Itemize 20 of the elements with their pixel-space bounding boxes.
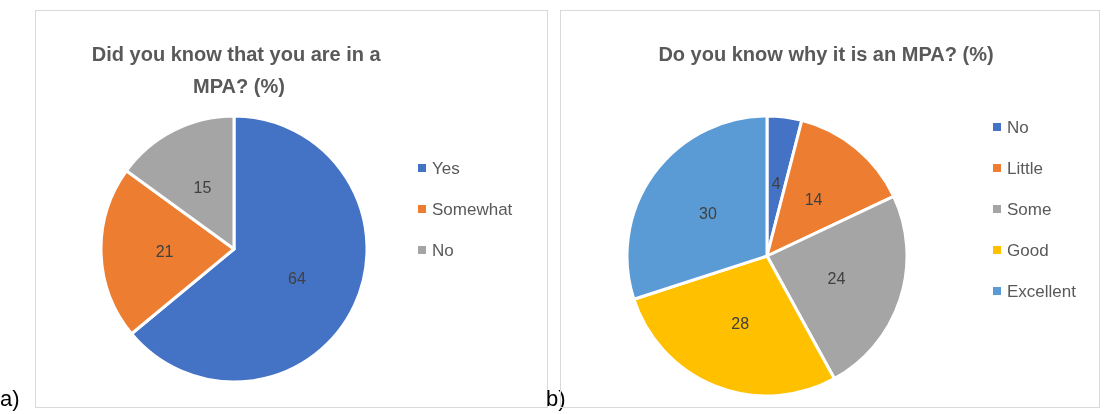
- data-label: 4: [771, 175, 781, 193]
- legend-label: Somewhat: [432, 199, 513, 219]
- legend-label: Yes: [432, 158, 460, 178]
- data-label: 21: [155, 242, 174, 260]
- text: b): [546, 386, 566, 412]
- data-label: 30: [699, 204, 717, 222]
- chart-title: Do you know why it is an MPA? (%): [658, 43, 994, 65]
- text: a): [0, 386, 20, 412]
- data-label: 28: [731, 315, 750, 333]
- legend-label: Little: [1007, 158, 1043, 178]
- chart-title: Did you know that you are in a MPA? (%): [91, 43, 387, 97]
- data-label: 24: [827, 270, 846, 288]
- legend-label: Good: [1007, 240, 1049, 260]
- data-label: 15: [193, 178, 212, 196]
- legend-label: No: [1007, 117, 1029, 137]
- legend-label: Some: [1007, 199, 1052, 219]
- legend-label: Excellent: [1007, 281, 1077, 301]
- data-label: 14: [804, 191, 823, 209]
- legend-label: No: [432, 240, 454, 260]
- data-label: 64: [287, 270, 306, 288]
